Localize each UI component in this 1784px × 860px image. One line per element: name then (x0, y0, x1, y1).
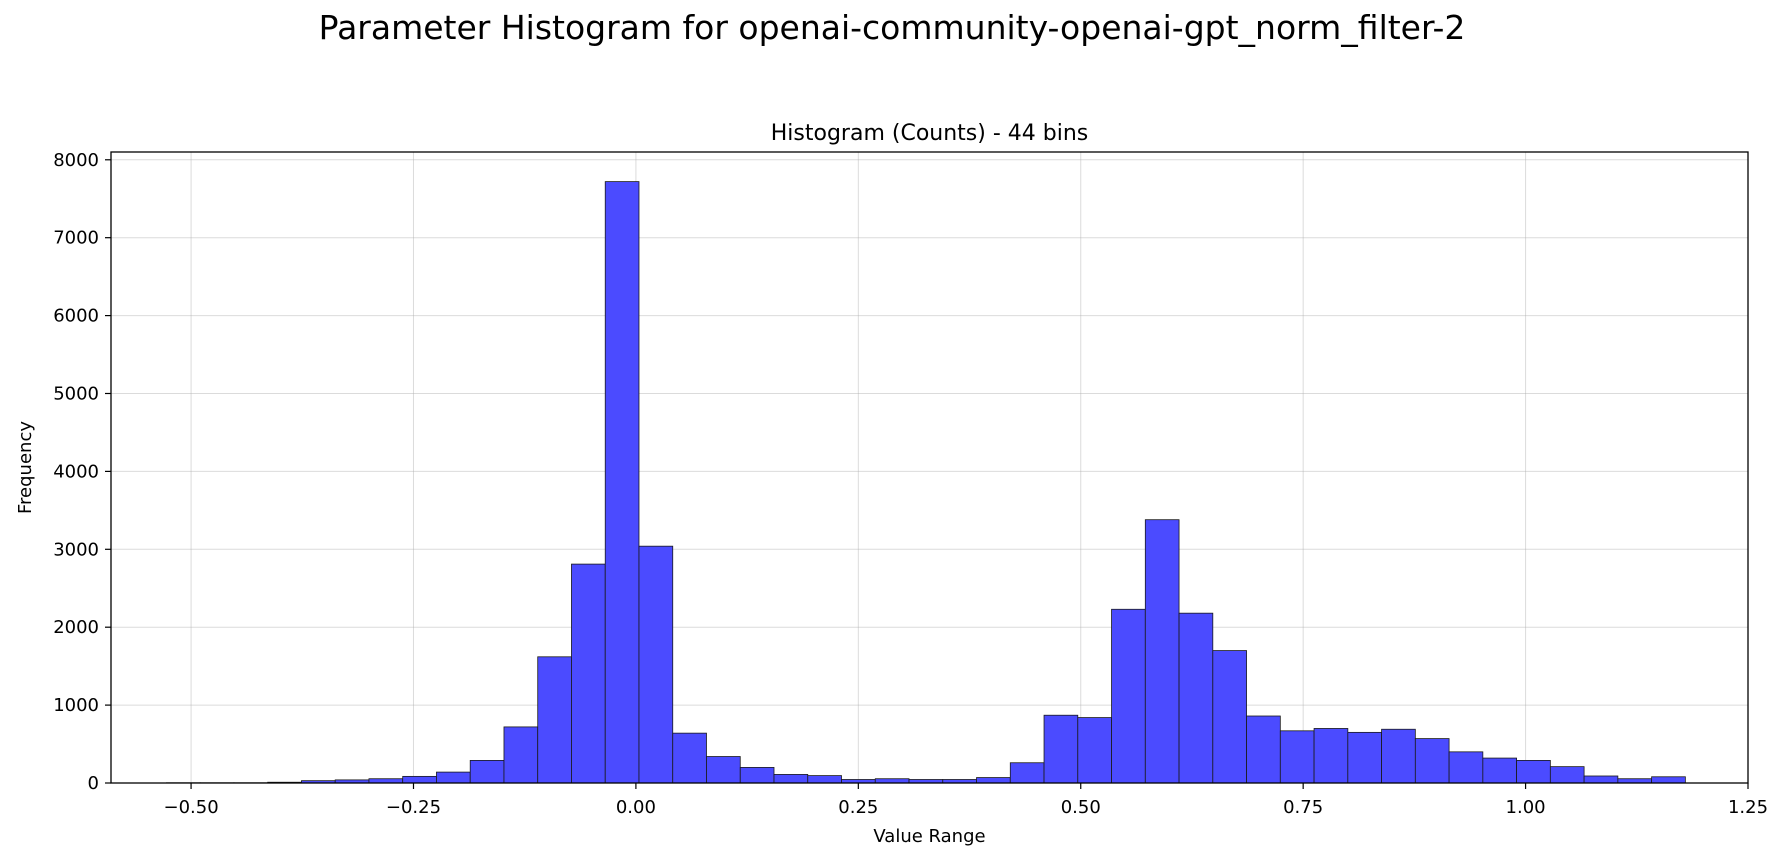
y-tick-label: 4000 (53, 461, 99, 482)
x-tick-label: 1.00 (1506, 797, 1546, 818)
histogram-bar (1414, 738, 1450, 784)
y-tick-label: 1000 (53, 695, 99, 716)
histogram-bar (1381, 728, 1416, 784)
plot-frame (110, 151, 1749, 784)
x-tick-label: 1.25 (1728, 797, 1768, 818)
histogram-bar (1279, 730, 1315, 784)
y-axis-ticks: 0 1000 2000 3000 4000 5000 6000 7000 8000 (53, 150, 111, 794)
histogram-bar (1212, 650, 1247, 784)
x-axis-ticks: −0.50 −0.25 0.00 0.25 0.50 0.75 1.00 1.25 (163, 783, 1768, 818)
x-tick-label: −0.25 (386, 797, 441, 818)
histogram-bar (537, 656, 572, 784)
histogram-bar (1077, 717, 1112, 784)
histogram-bar (571, 563, 606, 784)
y-tick-label: 7000 (53, 228, 99, 249)
histogram-bar (1448, 751, 1484, 784)
x-tick-label: −0.50 (163, 797, 218, 818)
x-tick-label: 0.25 (838, 797, 878, 818)
histogram-bar (1583, 775, 1619, 784)
y-tick-label: 0 (88, 773, 99, 794)
x-tick-label: 0.75 (1283, 797, 1323, 818)
histogram-bar (1009, 762, 1045, 784)
histogram-bar (1549, 766, 1585, 784)
histogram-bar (1178, 612, 1214, 784)
grid-lines (111, 152, 1749, 784)
histogram-bar (1482, 757, 1517, 784)
histogram-bar (1043, 714, 1079, 784)
y-tick-label: 5000 (53, 383, 99, 404)
histogram-bar (976, 777, 1011, 784)
histogram-bar (706, 756, 741, 784)
histogram-bar (807, 775, 842, 784)
x-tick-label: 0.00 (616, 797, 656, 818)
histogram-bar (1347, 731, 1382, 784)
histogram-bar (672, 732, 707, 784)
histogram-bar (402, 775, 437, 784)
plot-title: Histogram (Counts) - 44 bins (771, 121, 1088, 146)
y-tick-label: 2000 (53, 617, 99, 638)
histogram-bar (1313, 728, 1349, 784)
y-tick-label: 8000 (53, 150, 99, 171)
histogram-bar (1651, 776, 1686, 784)
y-axis-label: Frequency (15, 421, 36, 514)
histogram-bar (1516, 760, 1551, 784)
histogram-bar (1246, 715, 1281, 784)
histogram-bar (469, 760, 505, 784)
y-tick-label: 6000 (53, 306, 99, 327)
histogram-bar (638, 545, 674, 784)
histogram-bar (436, 771, 471, 784)
histogram-bar (1111, 608, 1146, 784)
figure-title: Parameter Histogram for openai-community… (318, 8, 1466, 47)
histogram-bar (604, 181, 640, 784)
histogram-bar (503, 726, 539, 784)
y-tick-label: 3000 (53, 539, 99, 560)
histogram-bar (1144, 519, 1180, 784)
histogram-bar (773, 774, 809, 784)
x-axis-label: Value Range (873, 826, 985, 847)
histogram-bar (739, 767, 775, 784)
histogram-bars (166, 181, 1686, 784)
x-tick-label: 0.50 (1061, 797, 1101, 818)
